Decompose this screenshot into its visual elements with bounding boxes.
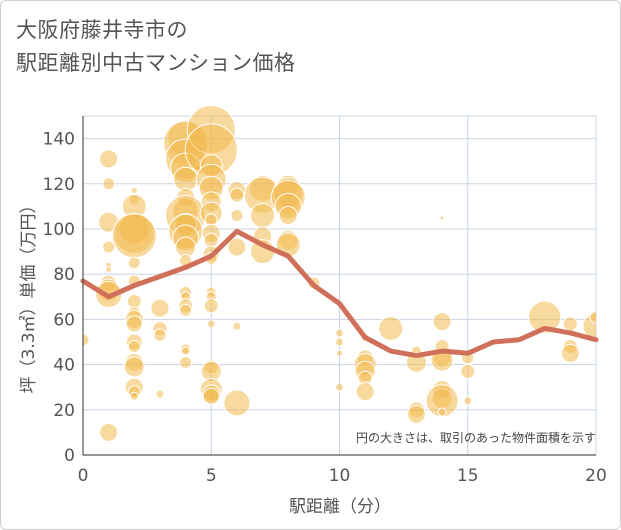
- bubble-point: [378, 315, 404, 341]
- bubble-point: [150, 298, 170, 318]
- bubble-point: [127, 256, 141, 270]
- bubble-point: [336, 349, 343, 357]
- bubble-point: [425, 384, 459, 418]
- y-tick-label: 140: [43, 130, 75, 150]
- bubble-point: [179, 303, 193, 317]
- bubble-point: [83, 333, 90, 347]
- bubble-point: [560, 343, 580, 363]
- chart-title-line-2: 駅距離別中古マンション価格: [16, 51, 296, 75]
- bubble-series: [83, 105, 596, 442]
- bubble-point: [335, 337, 344, 347]
- chart-title-line-1: 大阪府藤井寺市の: [16, 18, 188, 42]
- bubble-point: [123, 356, 145, 378]
- y-tick-label: 60: [53, 310, 75, 330]
- bubble-point: [230, 208, 244, 222]
- bubble-point: [99, 149, 119, 169]
- bubble-point: [179, 355, 193, 369]
- bubble-point: [206, 319, 216, 329]
- bubble-point: [203, 232, 219, 248]
- average-price-line: [80, 228, 599, 359]
- size-annotation: 円の大きさは、取引のあった物件面積を示す: [356, 430, 596, 445]
- bubble-point: [175, 236, 197, 258]
- y-axis-label: 坪（3.3㎡）単価（万円）: [19, 196, 39, 393]
- bubble-point: [153, 328, 167, 342]
- y-tick-label: 0: [64, 446, 75, 466]
- bubble-point: [111, 213, 157, 259]
- x-tick-label: 20: [585, 466, 607, 486]
- bubble-point: [181, 346, 191, 356]
- bubble-point: [227, 237, 247, 257]
- bubble-point: [406, 404, 426, 424]
- bubble-point: [155, 389, 165, 399]
- bubble-point: [278, 205, 298, 225]
- bubble-point: [405, 351, 427, 373]
- bubble-point: [460, 363, 476, 379]
- bubble-point: [432, 312, 452, 332]
- x-axis-label: 駅距離（分）: [289, 497, 391, 517]
- bubble-point: [125, 315, 143, 333]
- bubble-point: [173, 166, 199, 192]
- bubble-point: [127, 340, 141, 354]
- bubble-point: [562, 316, 578, 332]
- bubble-point: [105, 266, 113, 274]
- bubble-point: [203, 298, 219, 314]
- x-tick-label: 5: [206, 466, 217, 486]
- y-tick-label: 40: [53, 356, 75, 376]
- bubble-point: [102, 240, 116, 254]
- chart-title: 大阪府藤井寺市の 駅距離別中古マンション価格: [16, 14, 416, 80]
- bubble-point: [202, 387, 220, 405]
- bubble-point: [129, 391, 139, 401]
- bubble-point: [439, 215, 445, 221]
- bubble-point: [463, 396, 473, 406]
- bubble-point: [232, 321, 242, 331]
- bubble-point: [102, 177, 116, 191]
- bubble-point: [437, 407, 447, 417]
- grid-lines: [82, 115, 597, 456]
- bubble-point: [355, 382, 375, 402]
- bubble-point: [99, 422, 119, 442]
- x-tick-label: 15: [457, 466, 479, 486]
- x-tick-label: 0: [78, 466, 89, 486]
- bubble-point: [229, 187, 245, 203]
- bubble-point: [223, 389, 251, 417]
- trend-line-series: [80, 228, 599, 359]
- y-tick-label: 100: [43, 220, 75, 240]
- bubble-point: [335, 328, 344, 338]
- bubble-point: [335, 382, 344, 392]
- bubble-point: [250, 202, 276, 228]
- y-tick-label: 80: [53, 265, 75, 285]
- x-tick-label: 10: [329, 466, 351, 486]
- bubble-point: [589, 310, 596, 324]
- axes: 0 20 40 60 80 100 120 140 0 5 10 15 20: [43, 116, 607, 486]
- y-tick-label: 20: [53, 401, 75, 421]
- y-tick-label: 120: [43, 175, 75, 195]
- bubble-point: [130, 187, 138, 195]
- bubble-point: [528, 300, 562, 334]
